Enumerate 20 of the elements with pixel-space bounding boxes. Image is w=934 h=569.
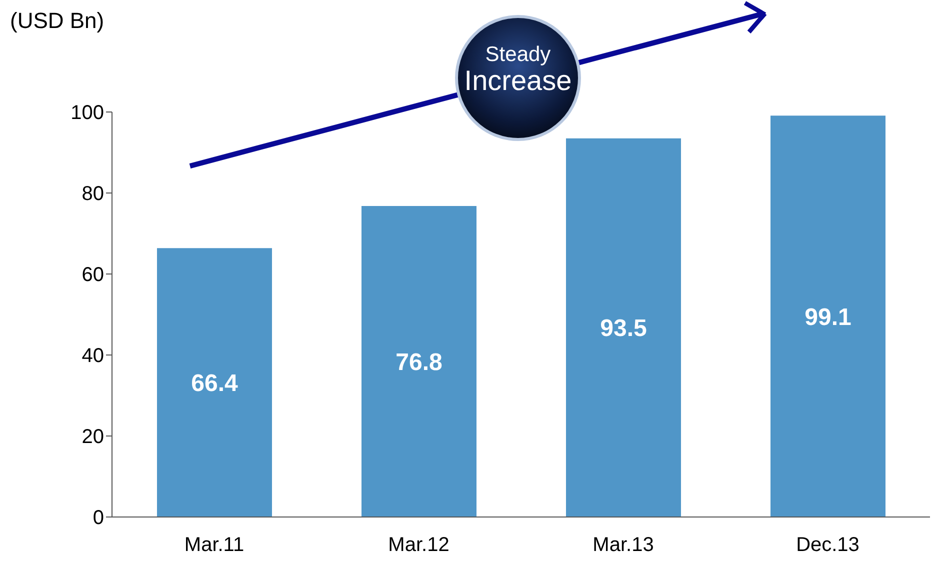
x-tick-label: Dec.13 [796,534,860,556]
y-tick-label: 20 [82,426,104,448]
y-tick-label: 60 [82,264,104,286]
y-tick-label: 40 [82,345,104,368]
x-tick-label: Mar.12 [388,534,450,556]
y-tick-label: 100 [70,102,104,124]
bar [156,248,272,517]
x-tick-label: Mar.13 [592,534,654,556]
bar [361,206,476,517]
data-label: 99.1 [804,304,852,331]
y-tick-label: 0 [92,507,104,530]
y-tick-label: 80 [82,183,104,206]
bar [566,138,681,517]
x-tick-label: Mar.11 [184,534,244,556]
data-label: 66.4 [191,370,238,398]
text: Steady Increase [463,43,573,96]
data-label: 76.8 [396,349,442,376]
data-label: 93.5 [600,315,647,342]
bar [770,116,886,517]
y-axis-title: (USD Bn) [10,8,104,34]
